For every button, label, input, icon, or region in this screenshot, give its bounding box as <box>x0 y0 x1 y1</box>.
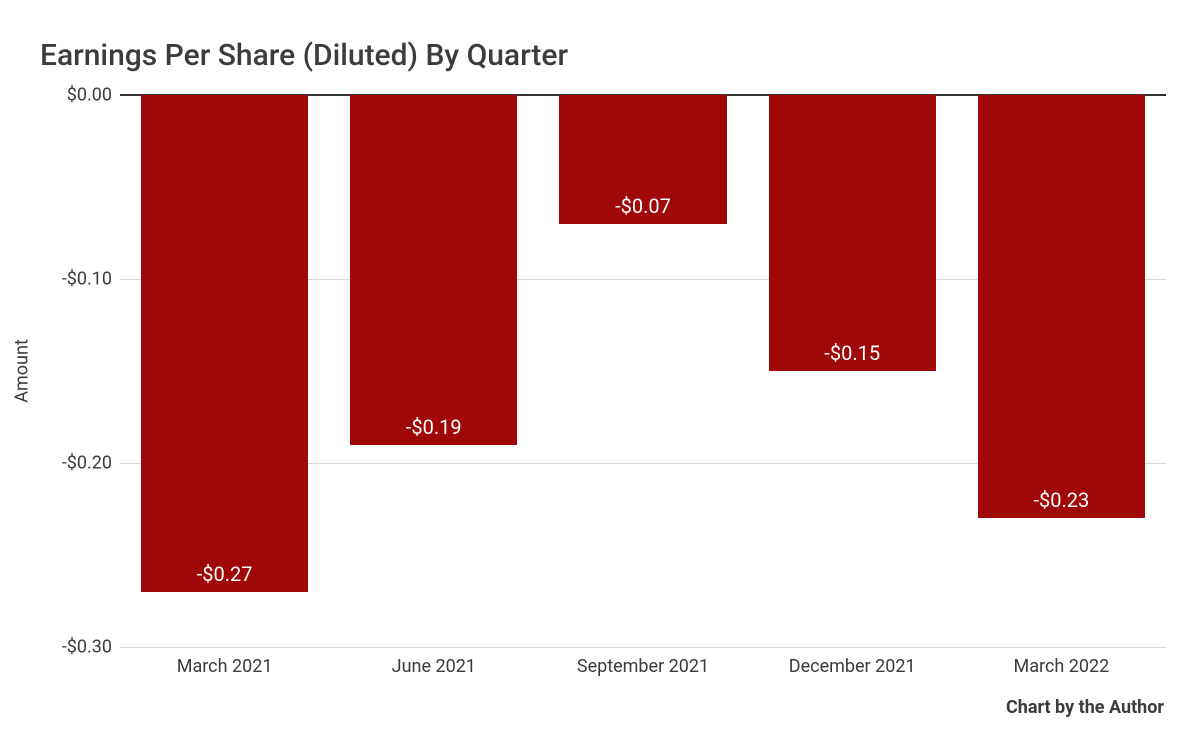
bar-value-label: -$0.15 <box>824 341 880 365</box>
bar: -$0.19 <box>350 95 517 445</box>
y-tick-label: $0.00 <box>32 85 112 106</box>
x-tick-label: September 2021 <box>577 656 709 677</box>
x-tick-label: June 2021 <box>392 656 476 677</box>
x-tick-label: March 2022 <box>1014 656 1110 677</box>
chart-title: Earnings Per Share (Diluted) By Quarter <box>40 38 568 73</box>
x-tick-label: December 2021 <box>789 656 916 677</box>
plot-area: -$0.27 -$0.19 -$0.07 -$0.15 -$0.23 <box>120 95 1166 647</box>
bars-container: -$0.27 -$0.19 -$0.07 -$0.15 -$0.23 <box>120 95 1166 647</box>
bar-value-label: -$0.19 <box>406 415 462 439</box>
bar: -$0.15 <box>769 95 936 371</box>
bar: -$0.23 <box>978 95 1145 518</box>
y-tick-label: -$0.20 <box>32 453 112 474</box>
bar-value-label: -$0.27 <box>197 562 253 586</box>
y-tick-label: -$0.30 <box>32 637 112 658</box>
gridline <box>120 647 1166 648</box>
chart-attribution: Chart by the Author <box>1006 697 1164 718</box>
y-axis-label: Amount <box>12 339 33 403</box>
x-tick-label: March 2021 <box>177 656 273 677</box>
bar: -$0.07 <box>559 95 726 224</box>
bar: -$0.27 <box>141 95 308 592</box>
bar-value-label: -$0.07 <box>615 194 671 218</box>
y-tick-label: -$0.10 <box>32 269 112 290</box>
bar-value-label: -$0.23 <box>1034 488 1090 512</box>
